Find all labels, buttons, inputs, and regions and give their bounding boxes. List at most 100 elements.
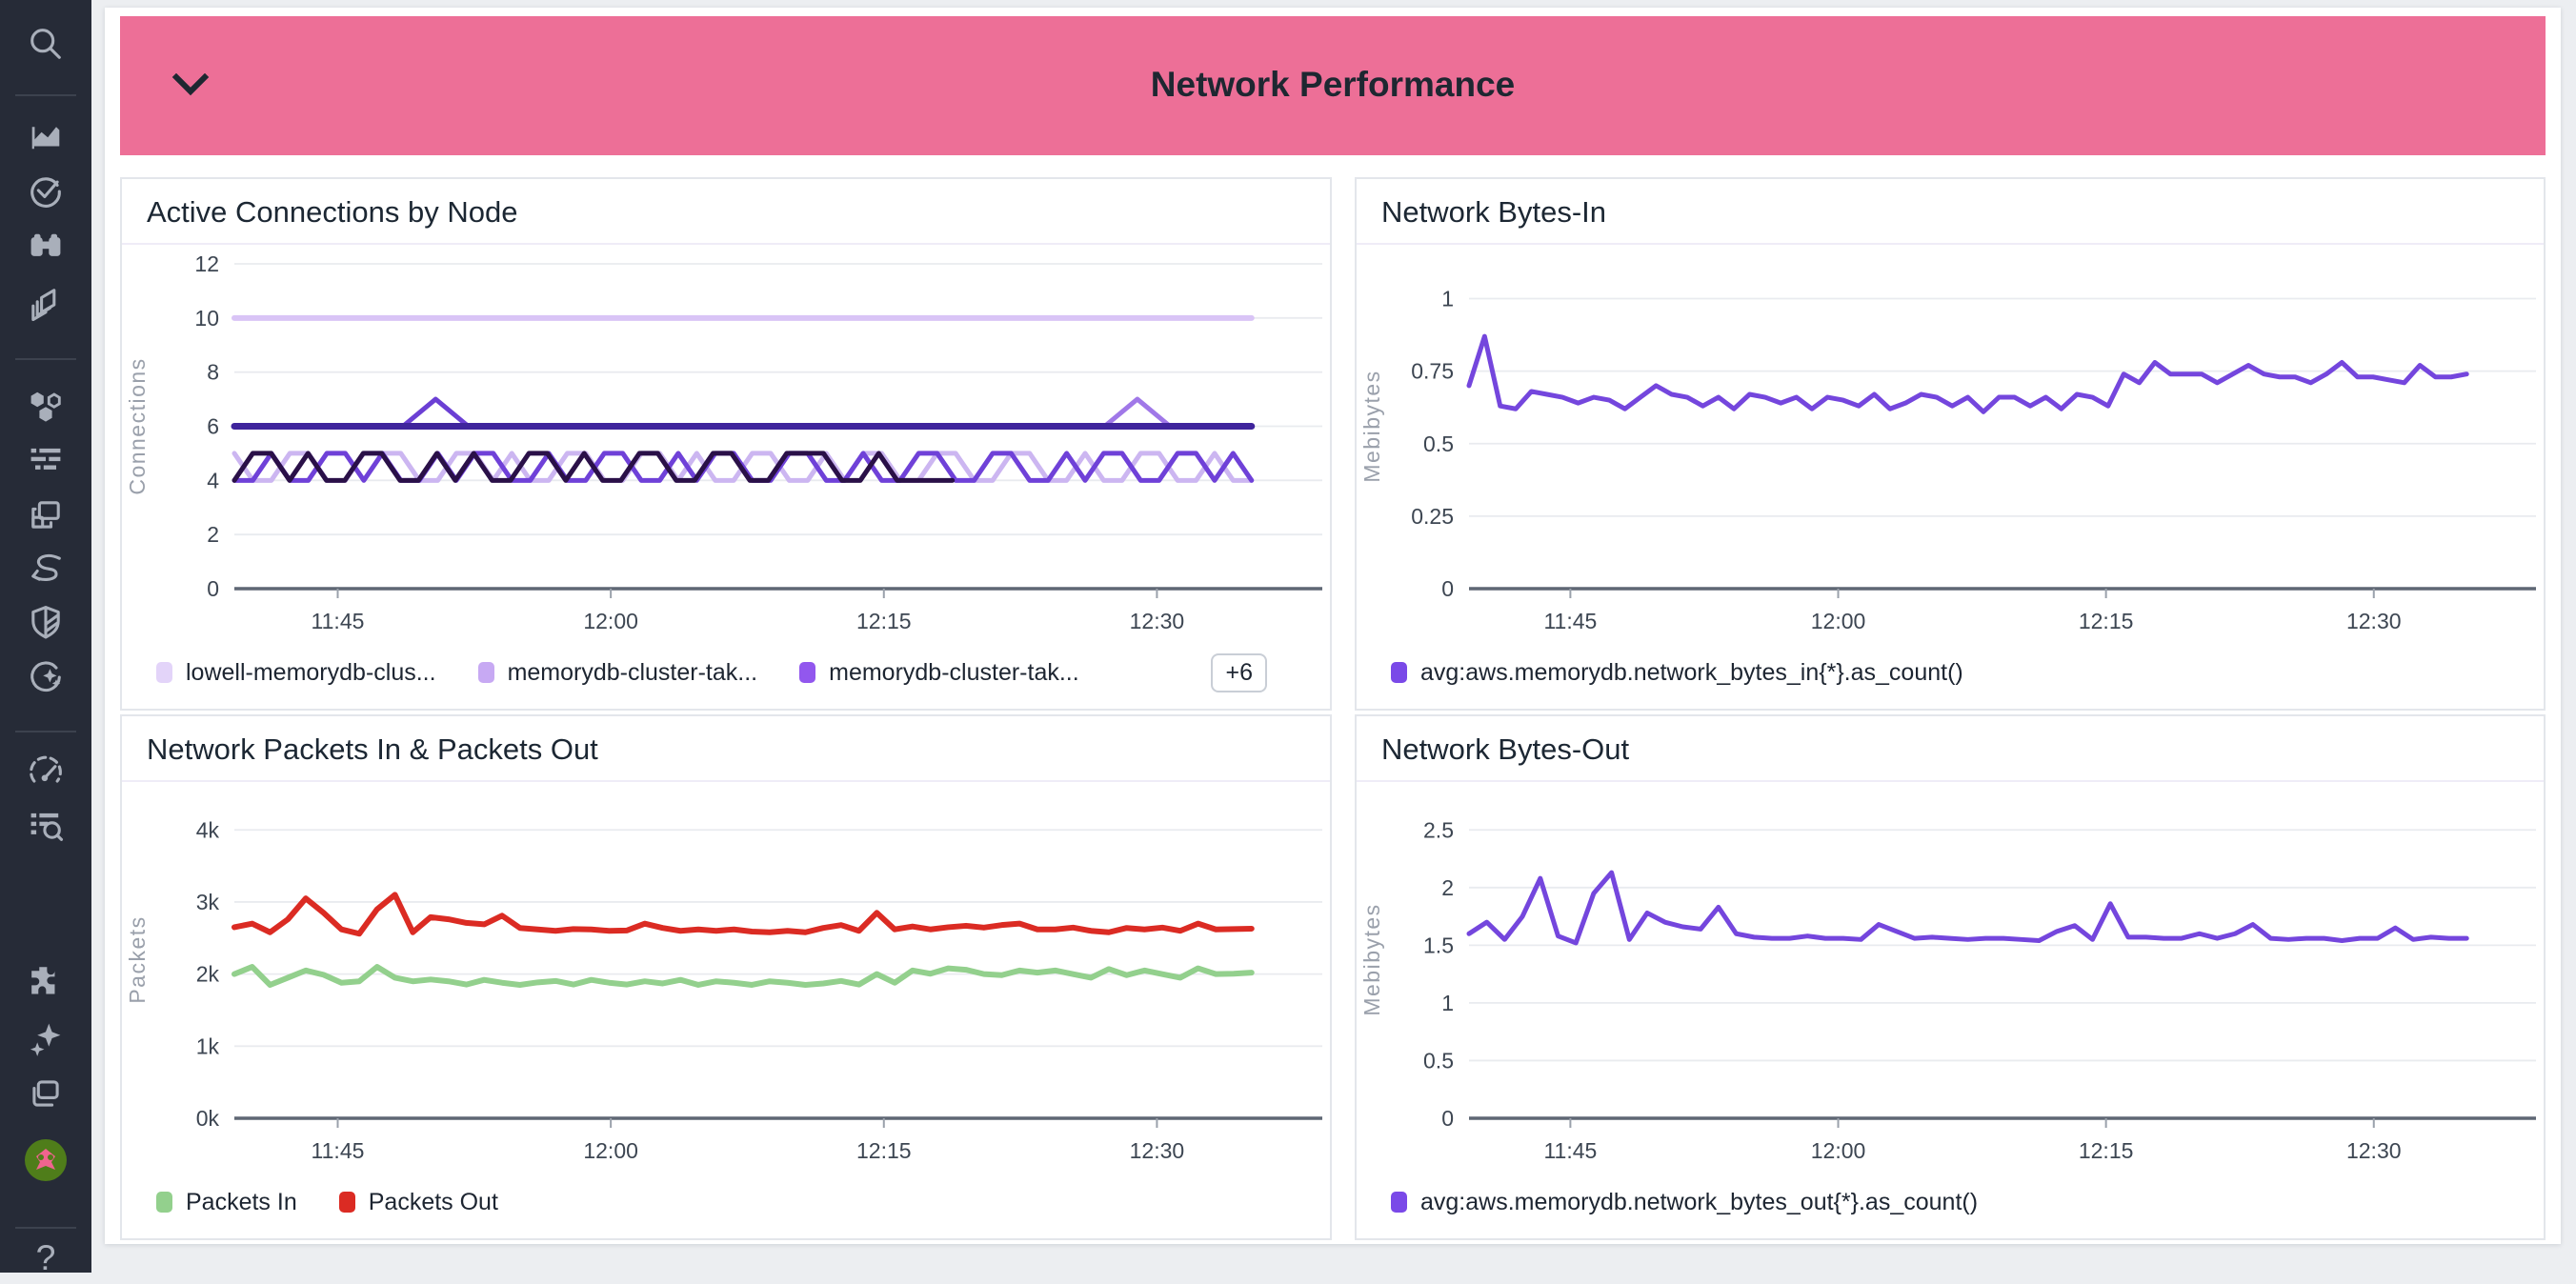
sidebar-item-apm[interactable] (0, 491, 91, 540)
svg-text:12:30: 12:30 (2346, 609, 2402, 633)
chart-legend: avg:aws.memorydb.network_bytes_in{*}.as_… (1357, 646, 2544, 709)
svg-text:12:30: 12:30 (1130, 609, 1185, 633)
legend-label: memorydb-cluster-tak... (829, 658, 1079, 686)
svg-text:0: 0 (1441, 1106, 1454, 1131)
chart-legend: lowell-memorydb-clus... memorydb-cluster-… (122, 646, 1330, 709)
area-chart-icon (31, 127, 60, 150)
sidebar: ? (0, 0, 91, 1277)
svg-text:12:00: 12:00 (1811, 1138, 1866, 1163)
sidebar-item-monitors[interactable] (0, 167, 91, 216)
svg-text:2: 2 (207, 522, 219, 547)
svg-text:11:45: 11:45 (312, 1138, 365, 1163)
legend-item[interactable]: Packets Out (338, 1188, 498, 1216)
svg-text:12: 12 (194, 251, 219, 276)
legend-item[interactable]: Packets In (156, 1189, 297, 1216)
svg-text:Packets: Packets (125, 915, 150, 1003)
svg-text:12:15: 12:15 (2079, 1138, 2134, 1163)
sidebar-divider (15, 358, 76, 360)
legend-swatch (799, 662, 816, 683)
sidebar-item-performance[interactable] (0, 745, 91, 794)
svg-text:12:30: 12:30 (2346, 1138, 2402, 1163)
legend-label: Packets In (186, 1188, 297, 1215)
log-search-icon (30, 813, 64, 841)
sidebar-divider (15, 731, 76, 732)
svg-text:8: 8 (207, 360, 219, 385)
legend-label: avg:aws.memorydb.network_bytes_in{*}.as_… (1420, 658, 1963, 686)
sidebar-item-service-management[interactable] (0, 652, 91, 702)
overlapping-windows-icon (32, 1080, 59, 1107)
svg-text:1: 1 (1441, 991, 1454, 1015)
svg-text:1k: 1k (196, 1033, 220, 1058)
legend-label: avg:aws.memorydb.network_bytes_out{*}.as… (1420, 1188, 1979, 1215)
sidebar-item-log-explorer[interactable] (0, 800, 91, 850)
layers-icon (31, 289, 56, 322)
sidebar-divider (15, 94, 76, 96)
svg-text:0: 0 (207, 576, 219, 601)
widget-title: Active Connections by Node (122, 179, 1330, 245)
sidebar-item-security[interactable] (0, 597, 91, 647)
legend-item[interactable]: memorydb-cluster-tak... (477, 659, 757, 687)
svg-text:0k: 0k (196, 1106, 220, 1131)
svg-text:12:15: 12:15 (2079, 609, 2134, 633)
chart-canvas[interactable]: 0 0.25 0.5 0.75 1 11:45 12:00 12:15 12:30 Mebibyt… (1357, 245, 2544, 646)
svg-text:2: 2 (1441, 875, 1454, 900)
legend-item[interactable]: memorydb-cluster-tak... (799, 659, 1079, 687)
svg-text:Mebibytes: Mebibytes (1359, 370, 1384, 482)
sidebar-item-workspaces[interactable] (0, 1069, 91, 1118)
svg-text:6: 6 (207, 414, 219, 439)
sidebar-item-ai-assistant[interactable] (0, 1013, 91, 1063)
svg-text:?: ? (36, 1238, 56, 1277)
sidebar-item-integrations[interactable] (0, 954, 91, 1004)
svg-text:0.75: 0.75 (1411, 359, 1454, 384)
sidebar-item-watchdog[interactable] (0, 222, 91, 271)
widget-network-bytes-in: Network Bytes-In 0 0.25 0.5 0.75 1 11:45 12:00… (1355, 177, 2546, 711)
hexagons-icon (30, 391, 61, 422)
log-lines-icon (30, 448, 61, 470)
pipeline-icon (31, 553, 61, 581)
svg-text:12:15: 12:15 (856, 1138, 912, 1163)
svg-text:0.5: 0.5 (1423, 1048, 1454, 1073)
section-title: Network Performance (1150, 65, 1516, 105)
dashboard-panel: Network Performance Active Connections b… (105, 8, 2561, 1244)
search-icon (30, 29, 61, 59)
sidebar-item-metrics[interactable] (0, 110, 91, 160)
legend-item[interactable]: avg:aws.memorydb.network_bytes_in{*}.as_… (1391, 659, 1963, 687)
svg-text:11:45: 11:45 (1543, 609, 1597, 633)
sidebar-item-help[interactable]: ? (0, 1234, 91, 1284)
sidebar-item-pipelines[interactable] (0, 542, 91, 592)
section-header-network-performance[interactable]: Network Performance (120, 16, 2546, 155)
sidebar-item-dashboards[interactable] (0, 279, 91, 329)
sidebar-item-search[interactable] (0, 19, 91, 69)
widget-active-connections: Active Connections by Node 0 2 4 6 8 10 12 11:4… (120, 177, 1332, 711)
svg-text:Mebibytes: Mebibytes (1359, 903, 1384, 1015)
svg-text:11:45: 11:45 (312, 609, 365, 633)
circle-check-icon (30, 177, 61, 208)
widget-title: Network Bytes-Out (1357, 716, 2544, 782)
svg-text:4: 4 (207, 468, 219, 492)
chart-canvas[interactable]: 0 2 4 6 8 10 12 11:45 12:00 12:15 12:30 Connections (122, 245, 1330, 646)
svg-text:11:45: 11:45 (1543, 1138, 1597, 1163)
chart-canvas[interactable]: 0 0.5 1 1.5 2 2.5 11:45 12:00 12:15 12:30 Mebibyte… (1357, 782, 2544, 1175)
widget-title: Network Bytes-In (1357, 179, 2544, 245)
puzzle-icon (31, 967, 55, 994)
svg-text:12:30: 12:30 (1130, 1138, 1185, 1163)
legend-swatch (156, 1192, 172, 1213)
svg-text:4k: 4k (196, 817, 220, 842)
sidebar-item-infrastructure[interactable] (0, 380, 91, 430)
sidebar-item-logs[interactable] (0, 435, 91, 485)
chevron-down-icon[interactable] (171, 73, 210, 98)
sidebar-item-user-avatar[interactable] (0, 1135, 91, 1185)
user-avatar (25, 1139, 67, 1181)
legend-swatch (1391, 662, 1407, 683)
svg-text:2k: 2k (196, 962, 220, 987)
chart-canvas[interactable]: 0k 1k 2k 3k 4k 11:45 12:00 12:15 12:30 Packets (122, 782, 1330, 1175)
legend-item[interactable]: lowell-memorydb-clus... (156, 659, 436, 687)
legend-label: Packets Out (368, 1188, 498, 1215)
svg-text:0: 0 (1441, 576, 1454, 601)
legend-more-button[interactable]: +6 (1211, 652, 1267, 692)
svg-text:0.5: 0.5 (1423, 431, 1454, 456)
legend-swatch (156, 662, 172, 683)
svg-text:1: 1 (1441, 287, 1454, 311)
windows-icon (31, 501, 60, 529)
legend-item[interactable]: avg:aws.memorydb.network_bytes_out{*}.as… (1391, 1189, 1978, 1216)
